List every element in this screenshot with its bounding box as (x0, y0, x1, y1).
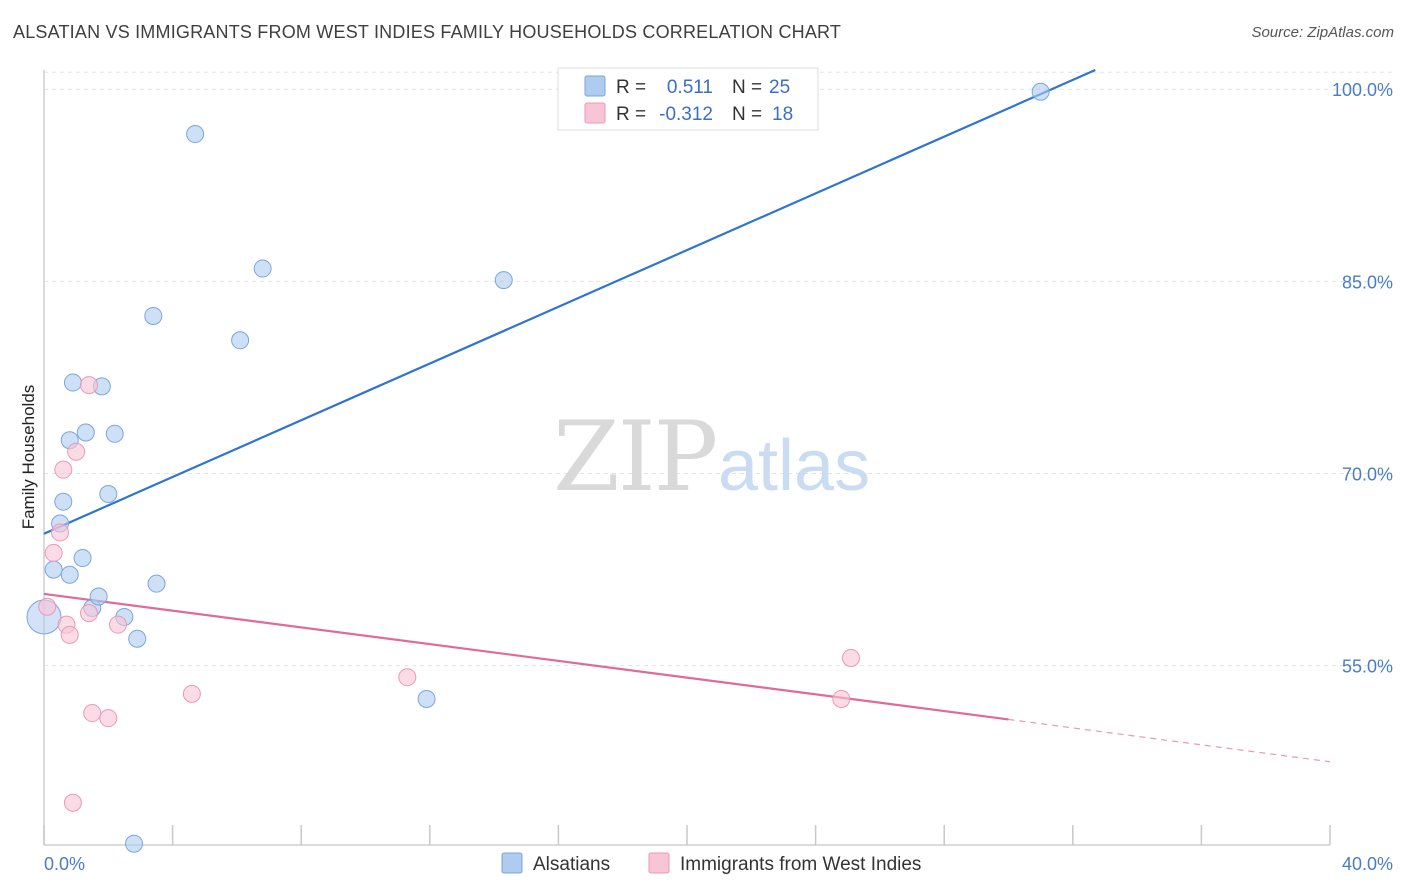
top-legend-r-label-1: R = (616, 77, 646, 98)
point-alsatians-12 (99, 485, 118, 504)
point-west-indies-13 (182, 684, 201, 703)
point-west-indies-8 (80, 604, 99, 623)
point-alsatians-23 (494, 271, 513, 290)
gridlines (44, 71, 1393, 667)
y-tick-label-100: 100.0% (1332, 80, 1393, 100)
top-legend-swatch-alsatians (584, 75, 606, 97)
point-alsatians-18 (147, 574, 166, 593)
point-west-indies-10 (83, 704, 102, 723)
top-legend-r-label-2: R = (616, 104, 646, 125)
point-alsatians-3 (54, 492, 73, 511)
point-west-indies-16 (841, 648, 860, 667)
point-alsatians-6 (63, 373, 82, 392)
y-tick-label-70: 70.0% (1342, 465, 1393, 485)
trendline-west-indies-extension (1008, 718, 1331, 763)
point-alsatians-1 (44, 560, 63, 579)
watermark: ZIP atlas (553, 401, 870, 513)
point-alsatians-13 (105, 424, 124, 443)
bottom-legend-swatch-alsatians (501, 852, 523, 874)
top-legend: R = 0.511 N = 25 R = -0.312 N = 18 (557, 67, 819, 131)
watermark-atlas: atlas (718, 426, 870, 506)
trendline-alsatians (43, 68, 1096, 535)
point-west-indies-5 (60, 625, 79, 644)
point-alsatians-10 (89, 587, 108, 606)
point-west-indies-1 (44, 543, 63, 562)
y-axis-label: Family Households (19, 385, 38, 530)
x-tick-label-max: 40.0% (1342, 854, 1393, 874)
bottom-legend-label-alsatians: Alsatians (533, 854, 610, 875)
top-legend-r-value-1: 0.511 (667, 77, 713, 98)
point-west-indies-12 (108, 615, 127, 634)
point-alsatians-16 (128, 629, 147, 648)
point-alsatians-19 (186, 125, 205, 144)
point-alsatians-15 (125, 834, 144, 853)
point-west-indies-3 (54, 460, 73, 479)
point-west-indies-14 (398, 668, 417, 687)
chart-source: Source: ZipAtlas.com (1251, 24, 1394, 41)
top-legend-n-label-2: N = (732, 104, 762, 125)
top-legend-n-value-1: 25 (769, 77, 790, 98)
bottom-legend-label-west-indies: Immigrants from West Indies (680, 854, 921, 875)
top-legend-r-value-2: -0.312 (659, 104, 713, 125)
top-legend-swatch-west-indies (584, 102, 606, 124)
point-west-indies-0 (38, 597, 57, 616)
bottom-legend-swatch-west-indies (648, 852, 670, 874)
point-alsatians-24 (1031, 82, 1050, 101)
point-alsatians-5 (60, 565, 79, 584)
point-alsatians-8 (76, 423, 95, 442)
point-west-indies-15 (832, 689, 851, 708)
point-alsatians-21 (253, 259, 272, 278)
x-tick-label-min: 0.0% (44, 854, 85, 874)
point-alsatians-22 (417, 689, 436, 708)
y-tick-label-85: 85.0% (1342, 272, 1393, 292)
point-west-indies-6 (63, 793, 82, 812)
bottom-legend: Alsatians Immigrants from West Indies (501, 852, 921, 875)
y-tick-label-55: 55.0% (1342, 657, 1393, 677)
top-legend-n-value-2: 18 (772, 104, 793, 125)
chart-title: ALSATIAN VS IMMIGRANTS FROM WEST INDIES … (13, 22, 842, 42)
y-tick-labels: 55.0% 70.0% 85.0% 100.0% (1332, 80, 1393, 676)
data-points (26, 82, 1050, 853)
point-west-indies-2 (51, 523, 70, 542)
x-tick-labels: 0.0% 40.0% (44, 854, 1393, 874)
point-alsatians-20 (231, 331, 250, 350)
watermark-zip: ZIP (553, 401, 716, 513)
x-ticks (43, 825, 1331, 845)
point-west-indies-11 (99, 709, 118, 728)
point-alsatians-17 (144, 306, 163, 325)
point-alsatians-7 (73, 549, 92, 568)
point-west-indies-9 (80, 376, 99, 395)
point-west-indies-7 (67, 442, 86, 461)
top-legend-n-label-1: N = (732, 77, 762, 98)
